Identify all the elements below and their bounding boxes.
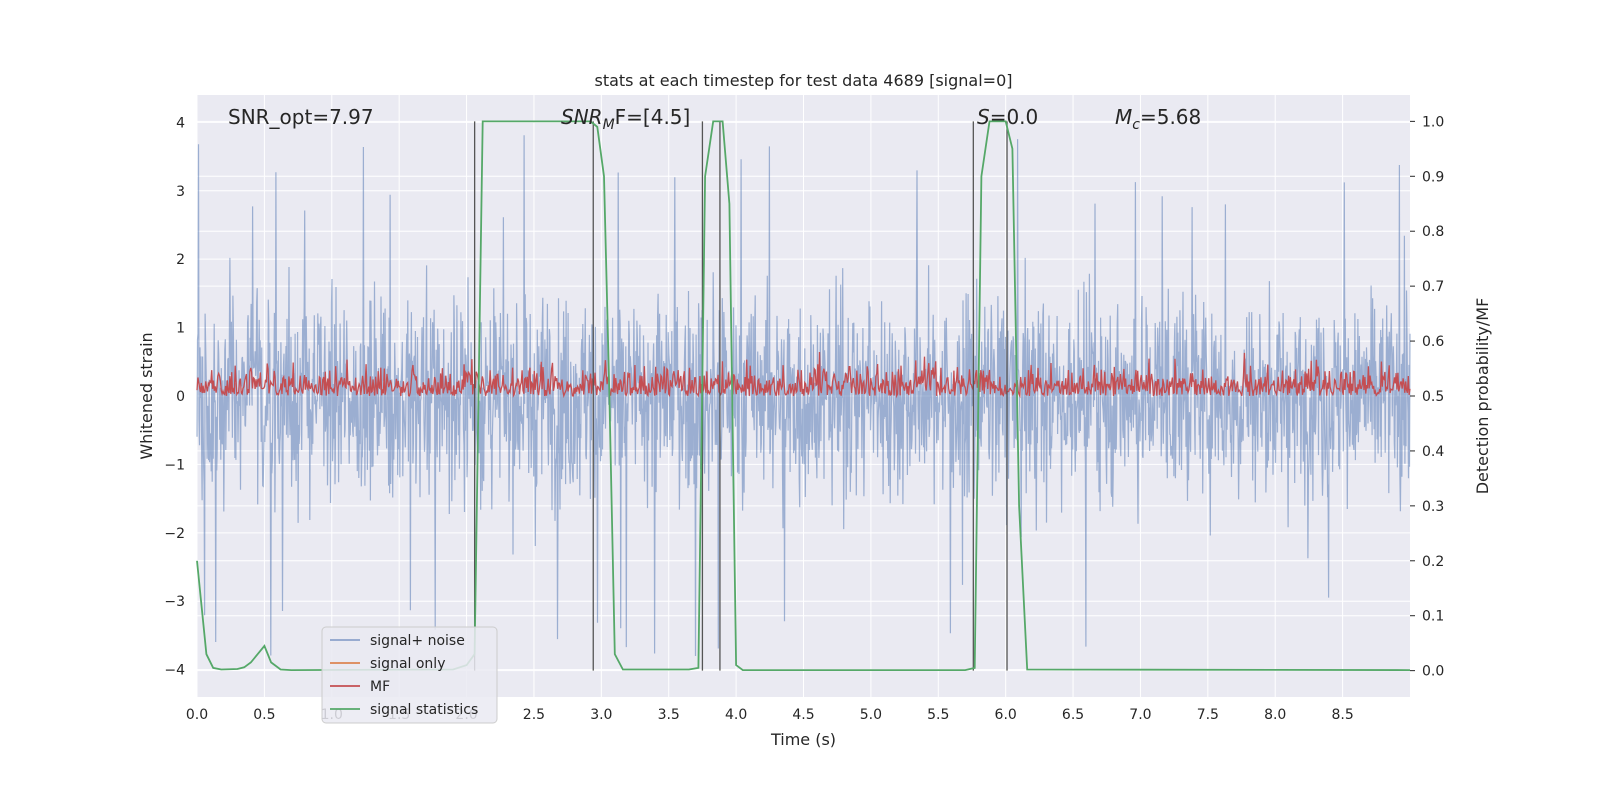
x-tick-label: 7.5 (1197, 707, 1219, 723)
x-tick-label: 8.0 (1264, 707, 1286, 723)
y-axis-right-label: Detection probability/MF (1473, 298, 1492, 495)
annotation-s: S=0.0 (977, 105, 1038, 129)
y-right-tick-label: 0.5 (1422, 389, 1444, 405)
y-tick-label: 1 (176, 321, 185, 337)
mf-line (196, 351, 1411, 399)
annotation-s-value: =0.0 (990, 105, 1039, 129)
legend: signal+ noise signal only MF signal stat… (321, 626, 498, 724)
chart-title: stats at each timestep for test data 468… (594, 71, 1012, 90)
vertical-markers (473, 121, 1008, 671)
x-tick-label: 4.5 (792, 707, 814, 723)
y-right-tick-label: 0.8 (1422, 224, 1444, 240)
annotation-mc-value: =5.68 (1140, 105, 1201, 129)
annotation-snr-opt: SNR_opt=7.97 (228, 105, 374, 129)
y-right-tick-label: 1.0 (1422, 114, 1444, 130)
x-tick-label: 2.5 (523, 707, 545, 723)
annotation-snr-mf: SNRMF=[4.5] (561, 105, 690, 133)
y-tick-label: −4 (164, 663, 185, 679)
legend-box (321, 626, 498, 724)
x-tick-label: 6.0 (995, 707, 1017, 723)
y-right-tick-label: 0.0 (1422, 664, 1444, 680)
x-tick-label: 5.5 (927, 707, 949, 723)
legend-entry-signal-only: signal only (370, 656, 445, 672)
y-right-tick-label: 0.4 (1422, 444, 1444, 460)
x-tick-label: 3.5 (658, 707, 680, 723)
x-tick-label: 6.5 (1062, 707, 1084, 723)
legend-entry-signal-noise: signal+ noise (370, 633, 465, 649)
x-tick-label: 8.5 (1331, 707, 1353, 723)
series-mf (196, 351, 1411, 399)
y-axis-label: Whitened strain (137, 332, 156, 459)
signal-statistics-line (196, 120, 1411, 672)
y-right-tick-label: 0.9 (1422, 169, 1444, 185)
legend-entry-mf: MF (370, 679, 390, 695)
annotation-snr-mf-base: SNR (561, 105, 603, 129)
y-right-tick-label: 0.6 (1422, 334, 1444, 350)
y-tick-label: −3 (164, 594, 185, 610)
y-right-tick-label: 0.3 (1422, 499, 1444, 515)
signal-noise-line (196, 135, 1411, 657)
y-right-tick-label: 0.1 (1422, 609, 1444, 625)
annotation-snr-mf-rest: F=[4.5] (615, 105, 691, 129)
annotation-s-label: S (977, 105, 990, 129)
x-tick-label: 0.0 (186, 707, 208, 723)
y-tick-label: 2 (176, 252, 185, 268)
x-tick-label: 5.0 (860, 707, 882, 723)
y-tick-label: 0 (176, 389, 185, 405)
annotation-mc: Mc=5.68 (1115, 105, 1201, 133)
x-tick-label: 0.5 (253, 707, 275, 723)
x-tick-label: 3.0 (590, 707, 612, 723)
y-tick-label: 3 (176, 184, 185, 200)
y-right-tick-label: 0.7 (1422, 279, 1444, 295)
annotation-snr-mf-sub: M (603, 117, 615, 133)
y-right-tick-label: 0.2 (1422, 554, 1444, 570)
series-signal-statistics (196, 120, 1411, 672)
annotation-mc-base: M (1115, 105, 1132, 129)
y-tick-label: 4 (176, 115, 185, 131)
series-signal-noise (196, 135, 1411, 657)
annotation-mc-sub: c (1132, 117, 1140, 133)
x-tick-label: 7.0 (1129, 707, 1151, 723)
axes: 0.00.51.01.52.02.53.03.54.04.55.05.56.06… (164, 114, 1444, 723)
legend-entry-signal-statistics: signal statistics (370, 702, 478, 718)
x-axis-label: Time (s) (770, 730, 836, 749)
y-tick-label: −2 (164, 526, 185, 542)
x-tick-label: 4.0 (725, 707, 747, 723)
y-tick-label: −1 (164, 457, 185, 473)
